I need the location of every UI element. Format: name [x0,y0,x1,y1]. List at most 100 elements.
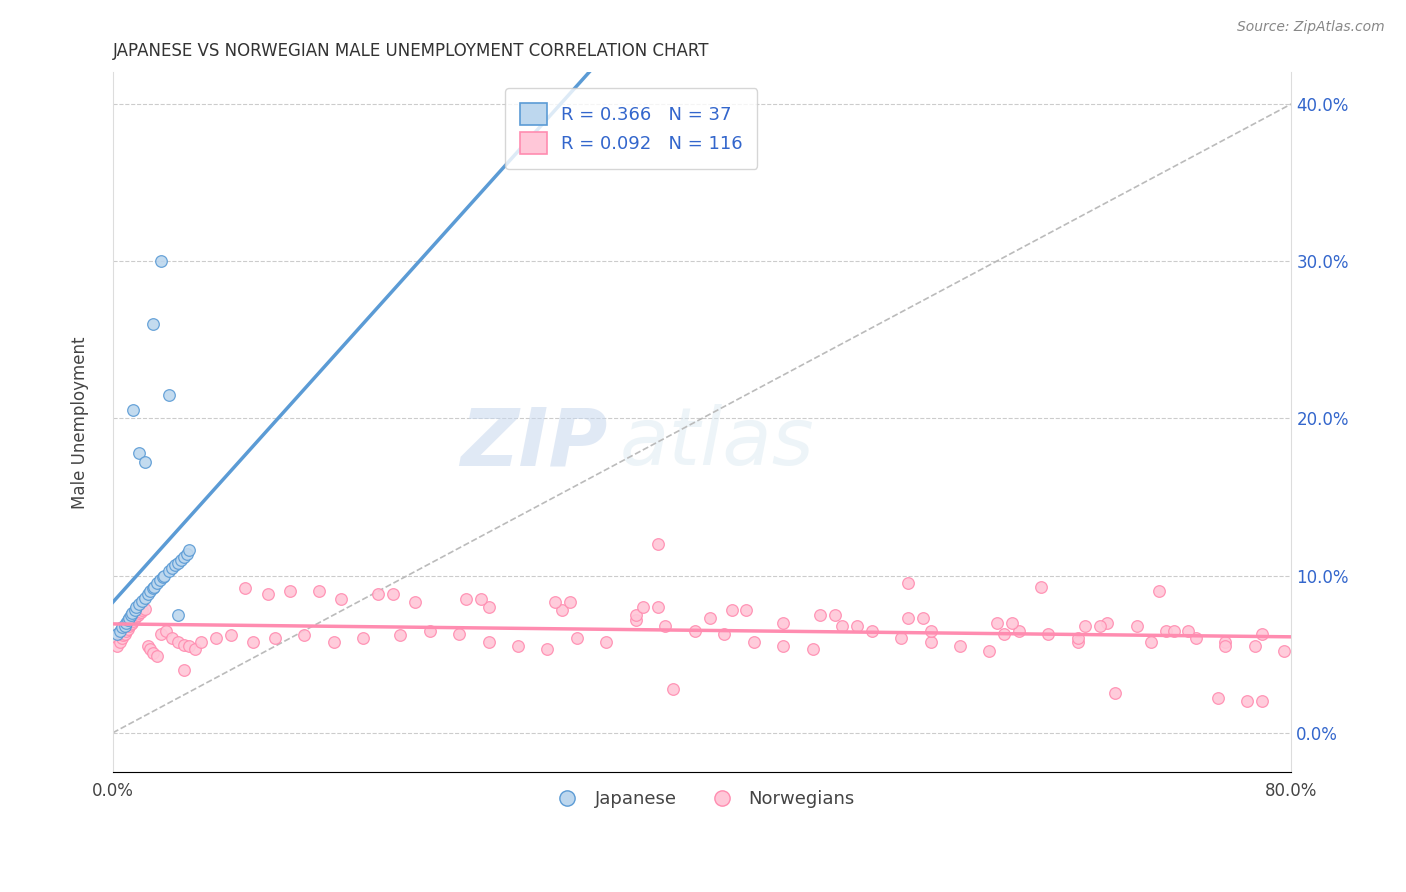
Text: ZIP: ZIP [461,404,607,483]
Point [235,581,257,595]
Point [558,595,581,609]
Point [242,634,264,648]
Point [1243,640,1265,654]
Point [138,642,160,657]
Point [1251,626,1274,640]
Point [160,560,183,574]
Point [121,615,143,630]
Point [105,626,128,640]
Point [1074,619,1097,633]
Point [110,624,132,638]
Point [131,593,153,607]
Point [163,558,186,572]
Point [897,611,920,625]
Point [1177,624,1199,638]
Point [544,595,567,609]
Point [149,574,172,588]
Point [166,607,188,622]
Point [143,580,166,594]
Point [1272,644,1295,658]
Point [205,632,228,646]
Y-axis label: Male Unemployment: Male Unemployment [72,336,89,508]
Point [330,592,353,607]
Point [155,624,177,638]
Point [173,638,195,652]
Point [150,254,173,268]
Point [136,587,159,601]
Point [129,605,152,619]
Point [699,611,721,625]
Point [134,591,156,605]
Point [122,614,145,628]
Point [117,622,139,636]
Point [1163,624,1185,638]
Point [860,624,883,638]
Point [110,634,132,648]
Point [131,603,153,617]
Point [477,634,499,648]
Point [624,607,647,622]
Point [1154,624,1177,638]
Point [449,626,471,640]
Point [142,317,165,331]
Point [150,626,173,640]
Point [157,388,180,402]
Point [125,609,148,624]
Point [661,681,683,696]
Point [128,607,150,621]
Point [367,587,389,601]
Point [322,634,344,648]
Point [1038,626,1060,640]
Point [146,648,169,663]
Point [470,592,492,607]
Point [735,603,758,617]
Point [124,603,146,617]
Point [624,613,647,627]
Point [142,646,165,660]
Point [219,628,242,642]
Point [190,634,212,648]
Point [912,611,935,625]
Point [647,599,669,614]
Point [146,576,169,591]
Point [122,403,145,417]
Text: JAPANESE VS NORWEGIAN MALE UNEMPLOYMENT CORRELATION CHART: JAPANESE VS NORWEGIAN MALE UNEMPLOYMENT … [112,42,710,60]
Point [920,634,942,648]
Point [118,611,141,625]
Point [565,632,588,646]
Point [157,564,180,578]
Point [1104,686,1126,700]
Point [631,599,654,614]
Point [979,644,1001,658]
Point [477,599,499,614]
Point [772,615,794,630]
Point [124,611,146,625]
Point [824,607,846,622]
Point [111,620,134,634]
Point [179,543,201,558]
Point [256,587,278,601]
Point [153,568,176,582]
Point [595,634,617,648]
Point [742,634,765,648]
Point [173,549,195,564]
Point [772,640,794,654]
Point [115,615,138,630]
Point [801,642,824,657]
Point [184,642,207,657]
Point [713,626,735,640]
Point [111,632,134,646]
Point [1126,619,1149,633]
Point [1251,694,1274,708]
Point [897,576,920,591]
Point [845,619,868,633]
Point [352,632,374,646]
Point [308,584,330,599]
Point [1000,615,1022,630]
Point [114,626,136,640]
Point [1236,694,1258,708]
Point [1184,632,1206,646]
Point [1206,691,1229,706]
Point [419,624,441,638]
Point [115,624,138,638]
